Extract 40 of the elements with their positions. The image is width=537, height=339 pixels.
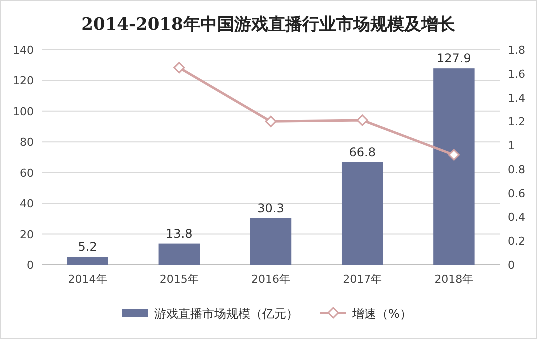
y2-tick-label: 1.8 [508,44,526,57]
y-tick-label: 20 [20,228,34,242]
bar [342,162,384,265]
y-tick-label: 80 [20,136,34,150]
chart-title: 2014-2018年中国游戏直播行业市场规模及增长 [82,15,456,35]
y2-tick-label: 0.6 [508,187,526,200]
x-tick-label: 2016年 [252,273,290,286]
point [448,149,460,161]
y-tick-label: 100 [13,105,34,118]
y2-tick-label: 1.6 [508,68,526,81]
bar [250,218,292,265]
bar [434,68,475,265]
bar [158,244,200,265]
x-tick-label: 2015年 [160,273,199,286]
y2-tick-label: 0.4 [508,211,526,224]
data-label: 127.9 [437,52,472,66]
legend-label: 游戏直播市场规模（亿元） [154,307,298,321]
y-tick-label: 140 [13,44,34,57]
y-tick-label: 120 [13,74,34,88]
bar [67,257,108,265]
legend-label: 增速（%） [352,307,412,321]
data-label: 13.8 [166,226,193,241]
x-tick-label: 2017年 [343,273,382,286]
point [265,116,277,128]
x-tick-label: 2014年 [68,273,108,286]
y-tick-label: 40 [20,198,34,211]
point [356,114,368,126]
data-label: 5.2 [78,240,98,254]
data-label: 66.8 [349,145,376,160]
x-tick-label: 2018年 [434,273,474,286]
y-tick-label: 60 [20,166,34,180]
y2-tick-label: 0.8 [508,163,526,176]
data-label: 30.3 [258,201,284,216]
y2-tick-label: 0.2 [508,235,526,248]
y2-tick-label: 1 [508,140,515,153]
point [174,62,186,74]
y2-tick-label: 1.4 [508,92,526,105]
y-tick-label: 0 [27,259,34,272]
y2-tick-label: 1.2 [508,116,526,129]
y2-tick-label: 0 [508,259,515,272]
